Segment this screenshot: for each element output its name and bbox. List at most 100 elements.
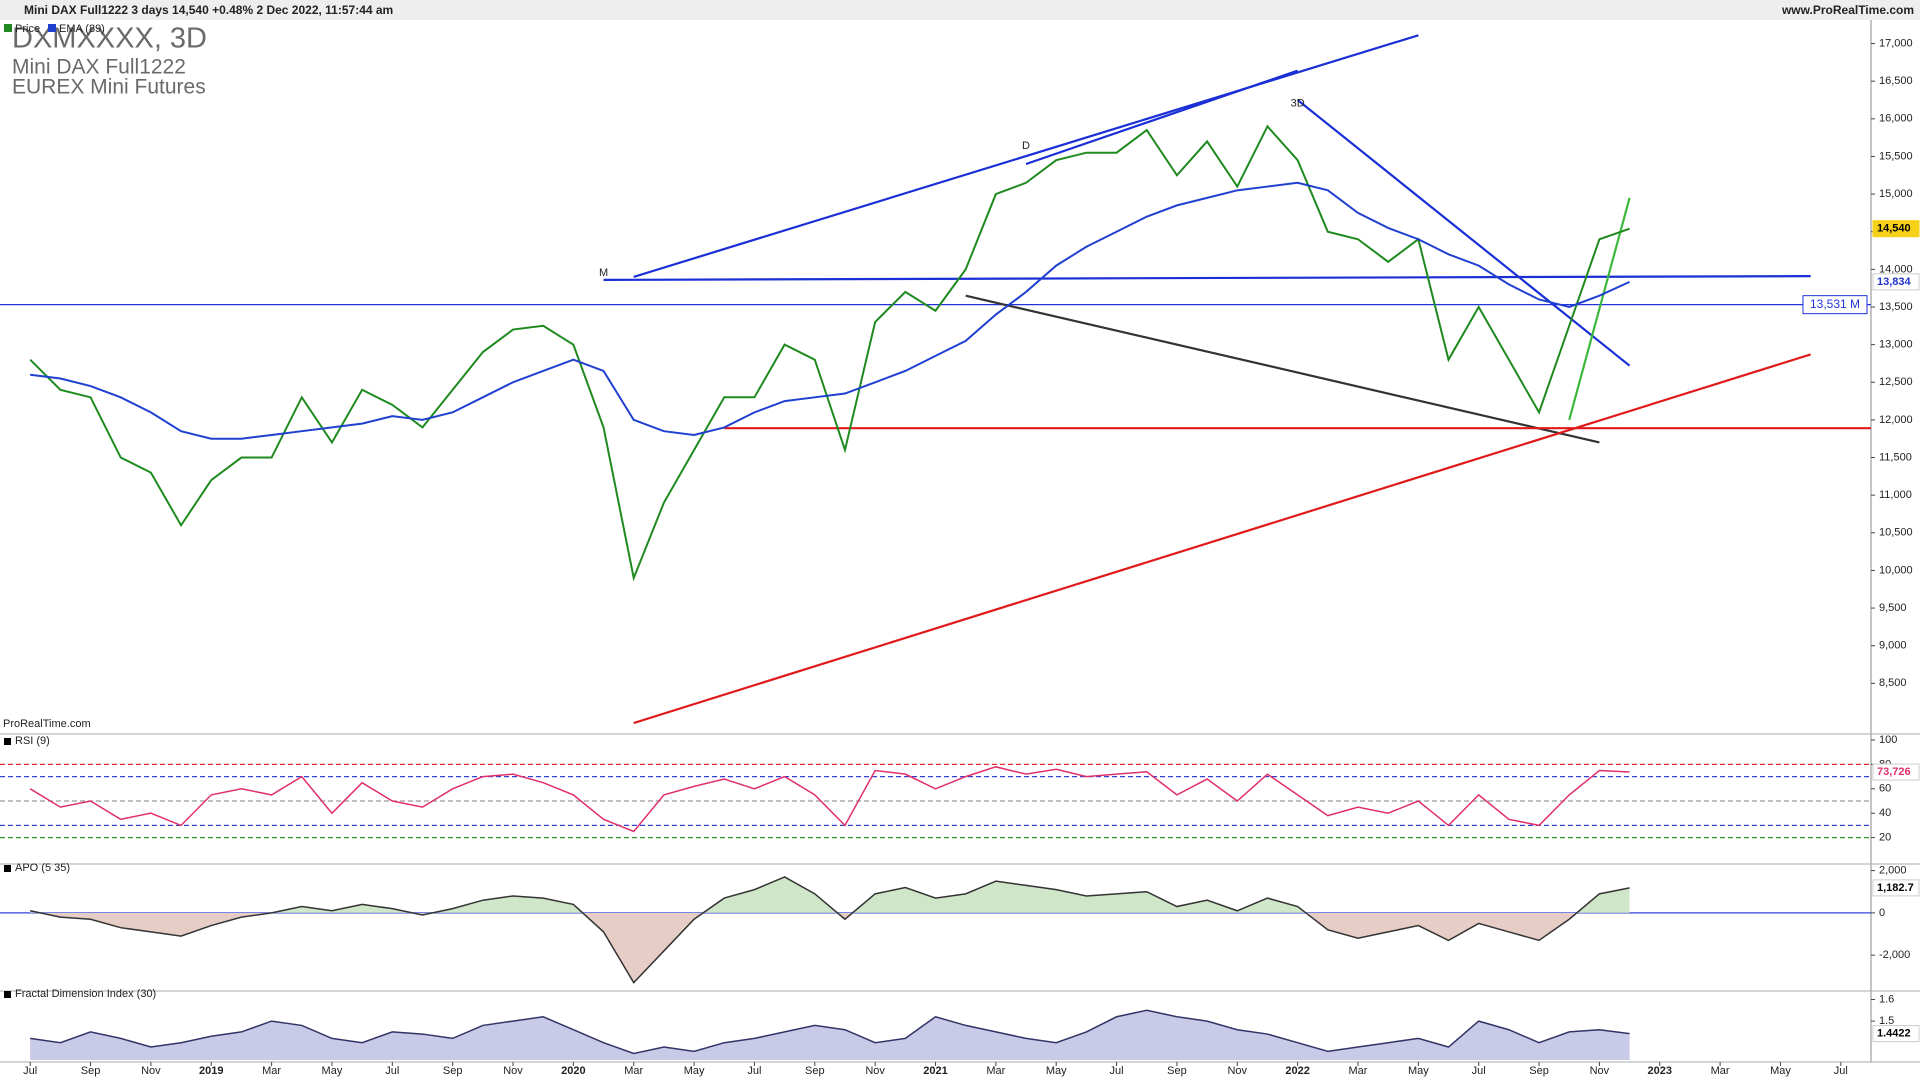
series-line	[30, 876, 1630, 984]
area-fill	[40, 912, 1577, 983]
x-tick-label: Nov	[1227, 1065, 1247, 1077]
x-tick-label: Nov	[503, 1065, 523, 1077]
x-tick-label: Jul	[23, 1065, 37, 1077]
y-tick-label: 13,000	[1879, 339, 1913, 351]
panel-title: RSI (9)	[15, 735, 50, 747]
x-tick-label: 2022	[1285, 1065, 1309, 1077]
x-tick-label: May	[322, 1065, 343, 1077]
value-marker-label: 73,726	[1877, 766, 1911, 778]
x-tick-label: Sep	[1167, 1065, 1187, 1077]
watermark: ProRealTime.com	[3, 718, 91, 730]
y-tick-label: 11,000	[1879, 489, 1912, 501]
x-tick-label: Jul	[385, 1065, 399, 1077]
level-label-box	[1802, 295, 1868, 315]
y-tick-label: 60	[1879, 783, 1891, 795]
value-marker	[1872, 220, 1920, 238]
panel-icon	[4, 991, 11, 998]
value-marker-label: 1,182.7	[1877, 882, 1914, 894]
instrument-name: Mini DAX Full1222	[12, 56, 186, 79]
x-tick-label: Jul	[1834, 1065, 1848, 1077]
y-tick-label: 20	[1879, 832, 1891, 844]
header-site: www.ProRealTime.com	[1781, 3, 1914, 17]
y-tick-label: 9,500	[1879, 602, 1907, 614]
y-tick-label: 2,000	[1879, 865, 1907, 877]
trend-line	[1296, 99, 1631, 367]
y-tick-label: 10,000	[1879, 564, 1913, 576]
y-tick-label: 15,500	[1879, 150, 1913, 162]
series-line	[30, 1009, 1630, 1055]
y-tick-label: 40	[1879, 807, 1891, 819]
x-tick-label: Sep	[805, 1065, 825, 1077]
y-tick-label: 10,500	[1879, 527, 1913, 539]
x-tick-label: May	[1046, 1065, 1067, 1077]
x-tick-label: Jul	[747, 1065, 761, 1077]
trend-line	[633, 34, 1419, 278]
legend-swatch	[48, 24, 56, 32]
y-tick-label: 13,500	[1879, 301, 1913, 313]
trend-line	[603, 275, 1811, 281]
instrument-exchange: EUREX Mini Futures	[12, 76, 206, 99]
y-tick-label: 16,000	[1879, 113, 1913, 125]
instrument-code: DXMXXXX, 3D	[12, 23, 207, 55]
x-tick-label: May	[684, 1065, 705, 1077]
x-tick-label: Mar	[262, 1065, 281, 1077]
series-line	[29, 124, 1630, 582]
y-tick-label: -2,000	[1879, 949, 1910, 961]
x-tick-label: Sep	[1529, 1065, 1549, 1077]
annotation: 3D	[1291, 98, 1305, 110]
trend-line	[1568, 197, 1631, 421]
y-tick-label: 8,500	[1879, 677, 1907, 689]
trend-line	[965, 294, 1600, 444]
y-tick-label: 11,500	[1879, 451, 1912, 463]
header-title: Mini DAX Full1222 3 days 14,540 +0.48% 2…	[24, 3, 393, 17]
value-marker	[1872, 879, 1920, 897]
value-marker-label: 13,834	[1877, 276, 1912, 288]
panel-icon	[4, 738, 11, 745]
x-tick-label: 2019	[199, 1065, 223, 1077]
x-tick-label: Sep	[443, 1065, 463, 1077]
y-tick-label: 12,000	[1879, 414, 1913, 426]
trend-line	[633, 353, 1811, 725]
panel-title: Fractal Dimension Index (30)	[15, 988, 156, 1000]
x-tick-label: 2021	[923, 1065, 947, 1077]
value-marker	[1872, 273, 1920, 291]
panel-title: APO (5 35)	[15, 862, 70, 874]
y-tick-label: 1.5	[1879, 1015, 1894, 1027]
value-marker-label: 1.4422	[1877, 1027, 1911, 1039]
value-marker	[1872, 763, 1920, 781]
x-tick-label: Nov	[865, 1065, 885, 1077]
series-line	[30, 181, 1630, 440]
x-tick-label: Mar	[624, 1065, 643, 1077]
trend-line	[1025, 69, 1298, 166]
y-tick-label: 9,000	[1879, 640, 1907, 652]
legend-label: EMA (89)	[59, 23, 105, 35]
y-tick-label: 14,000	[1879, 263, 1913, 275]
y-tick-label: 15,000	[1879, 188, 1913, 200]
x-tick-label: Jul	[1110, 1065, 1124, 1077]
panel-icon	[4, 865, 11, 872]
annotation: D	[1022, 140, 1030, 152]
y-tick-label: 12,500	[1879, 376, 1913, 388]
area-fill	[30, 1010, 1630, 1060]
header-bar	[0, 0, 1920, 20]
x-tick-label: Nov	[141, 1065, 161, 1077]
x-tick-label: Mar	[1349, 1065, 1368, 1077]
legend-swatch	[4, 24, 12, 32]
annotation: M	[599, 267, 608, 279]
x-tick-label: 2023	[1648, 1065, 1672, 1077]
y-tick-label: 1.6	[1879, 993, 1894, 1005]
y-tick-label: 100	[1879, 734, 1897, 746]
legend-label: Price	[15, 23, 40, 35]
value-marker-label: 14,540	[1877, 223, 1911, 235]
x-tick-label: Jul	[1472, 1065, 1486, 1077]
series-line	[29, 766, 1630, 833]
x-tick-label: May	[1408, 1065, 1429, 1077]
level-label: 13,531 M	[1810, 297, 1860, 311]
y-tick-label: 16,500	[1879, 75, 1913, 87]
x-tick-label: Sep	[81, 1065, 101, 1077]
x-tick-label: May	[1770, 1065, 1791, 1077]
x-tick-label: Mar	[1711, 1065, 1730, 1077]
value-marker	[1872, 1025, 1920, 1043]
